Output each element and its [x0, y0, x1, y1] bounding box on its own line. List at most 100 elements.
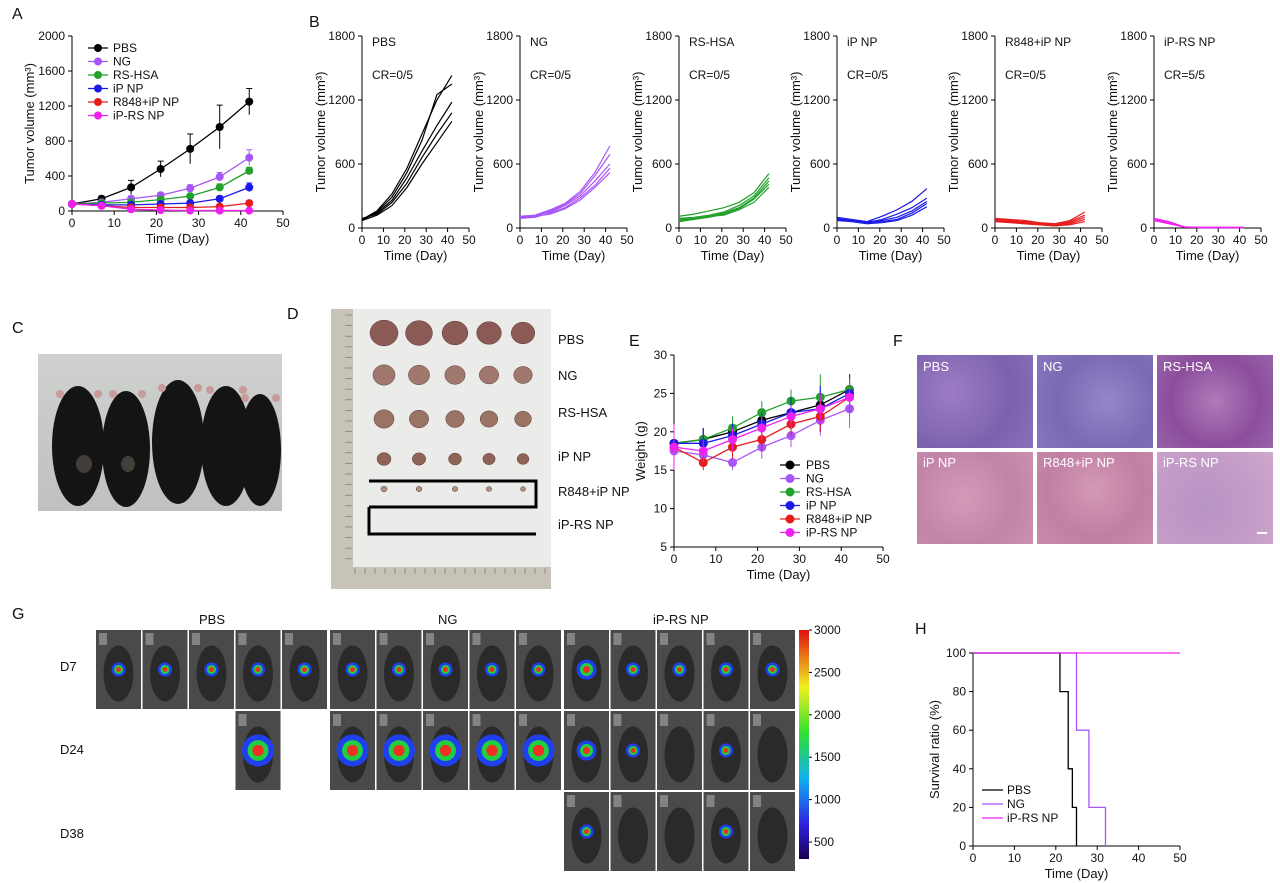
mouse-shape — [52, 386, 104, 506]
group-lines — [1153, 217, 1244, 229]
individual-curve — [519, 167, 611, 219]
mouse-paw — [706, 633, 715, 645]
mouse-shape — [102, 391, 150, 507]
signal-blob — [209, 667, 214, 672]
x-tick-label: 10 — [1008, 851, 1022, 865]
chart-a-tumor-volume: 0 10 20 30 40 50 0 400 800 1200 1600 2000 Time (Day)… — [22, 29, 290, 246]
tumor — [409, 409, 429, 429]
histology-tile — [917, 355, 1033, 448]
histology-grid: PBS NG RS-HSA iP NP R848+iP NP iP-RS NP — [917, 355, 1273, 544]
data-point — [127, 183, 136, 192]
y-tick-label: 600 — [1127, 157, 1147, 171]
x-tick-label: 30 — [793, 552, 807, 566]
colorbar-tick-label: 1500 — [814, 750, 841, 764]
x-tick-label: 50 — [937, 233, 951, 247]
signal-blob — [677, 667, 682, 672]
legend-label: PBS — [1007, 783, 1031, 797]
data-point — [245, 206, 254, 215]
legend-label: NG — [806, 472, 824, 486]
axes: 0 10 20 30 40 50 0 600 1200 1800 Time (Day) Tumor v… — [471, 29, 634, 263]
axes: 0 10 20 30 40 50 0 600 1200 1800 Time (Day) Tumor v… — [946, 29, 1109, 263]
mouse-paw — [753, 714, 761, 726]
signal-blob — [584, 829, 589, 834]
data-point — [186, 206, 195, 215]
legend-marker — [785, 528, 795, 537]
group-title: R848+iP NP — [1005, 35, 1071, 49]
x-tick-label: 20 — [1031, 233, 1045, 247]
mouse-paw — [567, 633, 575, 645]
tumor — [513, 366, 533, 384]
x-axis-label: Time (Day) — [146, 231, 210, 246]
signal-blob — [630, 748, 636, 753]
mouse-paw — [472, 633, 481, 645]
mouse-paw — [238, 633, 247, 645]
x-tick-label: 30 — [1053, 233, 1067, 247]
y-tick-label: 2000 — [38, 29, 65, 43]
mouse-paw — [660, 633, 668, 645]
individual-curve — [361, 112, 453, 219]
axes: 0 10 20 30 40 50 0 600 1200 1800 Time (Day) Tumor v… — [313, 29, 476, 263]
y-tick-label: 80 — [953, 685, 967, 699]
y-tick-label: 1200 — [328, 93, 355, 107]
panel-label-c: C — [12, 320, 24, 337]
panel-label-e: E — [629, 333, 640, 350]
y-axis-label: Survival ratio (%) — [927, 700, 942, 799]
mouse-paw — [238, 714, 247, 726]
mouse-paw — [613, 714, 622, 726]
y-tick-label: 20 — [654, 425, 668, 439]
x-tick-label: 10 — [535, 233, 549, 247]
y-tick-label: 400 — [45, 169, 65, 183]
x-tick-label: 0 — [517, 233, 524, 247]
complete-response-label: CR=5/5 — [1164, 68, 1205, 82]
axes: 0 10 20 30 40 50 0 400 800 1200 1600 2000 Time (Day)… — [22, 29, 290, 246]
biolum-group-label: NG — [438, 612, 458, 627]
x-tick-label: 20 — [751, 552, 765, 566]
tumor — [479, 365, 499, 385]
tumor-label: PBS — [558, 332, 585, 347]
tumor — [444, 365, 466, 385]
x-tick-label: 10 — [852, 233, 866, 247]
tumor — [482, 453, 496, 465]
group-title: iP-RS NP — [1164, 35, 1215, 49]
histology-label: NG — [1043, 359, 1063, 374]
tumor — [441, 320, 469, 346]
biolum-group-label: PBS — [199, 612, 226, 627]
y-tick-label: 0 — [506, 221, 513, 235]
histology-tile — [1157, 452, 1273, 544]
data-point — [68, 200, 76, 208]
histology-tile — [917, 452, 1033, 544]
x-axis-label: Time (Day) — [701, 248, 765, 263]
biolum-day-label: D38 — [60, 826, 84, 841]
data-point — [215, 183, 224, 192]
x-axis-label: Time (Day) — [859, 248, 923, 263]
tumor — [445, 410, 465, 428]
group-lines — [836, 188, 928, 225]
histology-label: iP-RS NP — [1163, 455, 1219, 470]
tumor — [376, 452, 392, 466]
x-tick-label: 40 — [758, 233, 772, 247]
legend-label: iP-RS NP — [113, 109, 164, 123]
mouse-shape — [239, 394, 281, 506]
x-tick-label: 10 — [694, 233, 708, 247]
bracket — [367, 507, 536, 536]
legend-marker — [785, 487, 795, 497]
x-tick-label: 0 — [970, 851, 977, 865]
tumor — [408, 365, 430, 385]
y-axis-label: Tumor volume (mm³) — [22, 63, 37, 184]
x-tick-label: 50 — [876, 552, 890, 566]
x-tick-label: 40 — [835, 552, 849, 566]
y-tick-label: 0 — [981, 221, 988, 235]
data-point — [245, 166, 254, 175]
legend-label: R848+iP NP — [113, 95, 179, 109]
mouse-body — [757, 807, 788, 864]
signal-blob — [162, 667, 168, 672]
y-tick-label: 30 — [654, 348, 668, 362]
y-tick-label: 1800 — [486, 29, 513, 43]
y-tick-label: 10 — [654, 502, 668, 516]
individual-curve — [994, 211, 1086, 225]
data-point — [156, 165, 165, 173]
legend-marker — [785, 460, 795, 470]
x-tick-label: 40 — [916, 233, 930, 247]
legend-label: iP NP — [806, 499, 836, 513]
